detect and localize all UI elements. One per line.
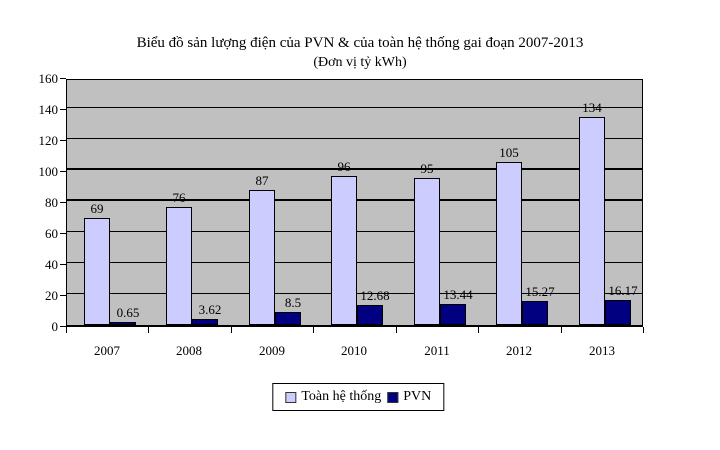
legend-item-pvn: PVN	[387, 389, 431, 405]
x-axis-tick-mark-1	[148, 327, 149, 333]
legend-label-pvn: PVN	[403, 389, 432, 404]
bar-toan-he-thong-2010	[331, 176, 357, 325]
x-axis-tick-mark-2	[231, 327, 232, 333]
x-axis-tick-mark-7	[643, 327, 644, 333]
bar-toan-he-thong-2011	[414, 178, 440, 325]
bar-pvn-2013	[605, 300, 631, 325]
bar-label-toan-he-thong-2012: 105	[499, 145, 519, 160]
y-axis-tick-mark-0	[60, 326, 66, 327]
bar-label-toan-he-thong-2010: 96	[337, 159, 351, 174]
y-axis-tick-label-0: 0	[51, 319, 59, 334]
bar-label-pvn-2013: 16.17	[608, 283, 638, 298]
y-axis-tick-mark-20	[60, 295, 66, 296]
bar-pvn-2011	[440, 304, 466, 325]
y-axis-tick-mark-80	[60, 202, 66, 203]
chart-subtitle: (Đơn vị tỷ kWh)	[313, 55, 407, 70]
plot-area: 69 0.65 76 3.62 87 8.5 96 12.68 95 13.44 105 15.27 1…	[66, 79, 643, 327]
bar-toan-he-thong-2012	[496, 162, 522, 325]
y-axis-tick-label-160: 160	[38, 71, 59, 86]
bar-label-pvn-2007: 0.65	[116, 305, 140, 320]
chart-title-block: Biểu đồ sản lượng điện của PVN & của toà…	[0, 33, 720, 72]
chart-title: Biểu đồ sản lượng điện của PVN & của toà…	[136, 35, 584, 51]
x-axis-tick-mark-3	[313, 327, 314, 333]
bar-label-toan-he-thong-2009: 87	[255, 173, 269, 188]
y-axis-tick-mark-60	[60, 233, 66, 234]
y-axis-tick-label-40: 40	[45, 257, 58, 272]
bar-label-toan-he-thong-2007: 69	[90, 201, 104, 216]
bar-toan-he-thong-2009	[249, 190, 275, 325]
y-axis-tick-label-140: 140	[38, 102, 59, 117]
legend-swatch-toan-he-thong	[285, 391, 297, 403]
y-axis-tick-mark-160	[60, 78, 66, 79]
bar-label-pvn-2012: 15.27	[525, 284, 555, 299]
y-axis-tick-label-100: 100	[38, 164, 59, 179]
y-axis-tick-label-20: 20	[45, 288, 58, 303]
legend: Toàn hệ thống PVN	[272, 383, 445, 411]
bar-label-toan-he-thong-2008: 76	[172, 190, 186, 205]
y-axis-tick-mark-40	[60, 264, 66, 265]
legend-label-toan-he-thong: Toàn hệ thống	[301, 389, 382, 404]
x-axis-label-2013: 2013	[589, 343, 615, 358]
x-axis-label-2010: 2010	[341, 343, 367, 358]
bar-pvn-2009	[275, 312, 301, 325]
x-axis-tick-mark-5	[478, 327, 479, 333]
y-axis-tick-label-120: 120	[38, 133, 59, 148]
x-axis-label-2009: 2009	[259, 343, 285, 358]
bar-label-pvn-2010: 12.68	[360, 288, 390, 303]
bar-label-pvn-2008: 3.62	[198, 302, 222, 317]
y-axis-tick-label-80: 80	[45, 195, 58, 210]
x-axis-tick-mark-4	[396, 327, 397, 333]
bar-pvn-2010	[357, 305, 383, 325]
bar-pvn-2008	[192, 319, 218, 325]
bar-label-toan-he-thong-2011: 95	[420, 161, 434, 176]
bar-label-pvn-2011: 13.44	[443, 287, 473, 302]
bar-toan-he-thong-2013	[579, 117, 605, 325]
y-axis-tick-mark-120	[60, 140, 66, 141]
y-axis-tick-mark-140	[60, 109, 66, 110]
bar-toan-he-thong-2008	[166, 207, 192, 325]
x-axis-tick-mark-0	[66, 327, 67, 333]
x-axis-label-2007: 2007	[94, 343, 120, 358]
gridline-140	[67, 107, 642, 108]
bar-pvn-2012	[522, 301, 548, 325]
x-axis-label-2008: 2008	[176, 343, 202, 358]
x-axis-tick-mark-6	[561, 327, 562, 333]
y-axis-tick-label-60: 60	[45, 226, 58, 241]
gridline-120	[67, 138, 642, 139]
legend-item-toan-he-thong: Toàn hệ thống	[285, 389, 381, 405]
bar-label-toan-he-thong-2013: 134	[582, 100, 602, 115]
bar-toan-he-thong-2007	[84, 218, 110, 325]
bar-label-pvn-2009: 8.5	[284, 295, 302, 310]
bar-pvn-2007	[110, 322, 136, 325]
x-axis-label-2011: 2011	[424, 343, 450, 358]
y-axis-tick-mark-100	[60, 171, 66, 172]
legend-swatch-pvn	[387, 391, 399, 403]
x-axis-label-2012: 2012	[506, 343, 532, 358]
gridline-100	[67, 168, 642, 170]
